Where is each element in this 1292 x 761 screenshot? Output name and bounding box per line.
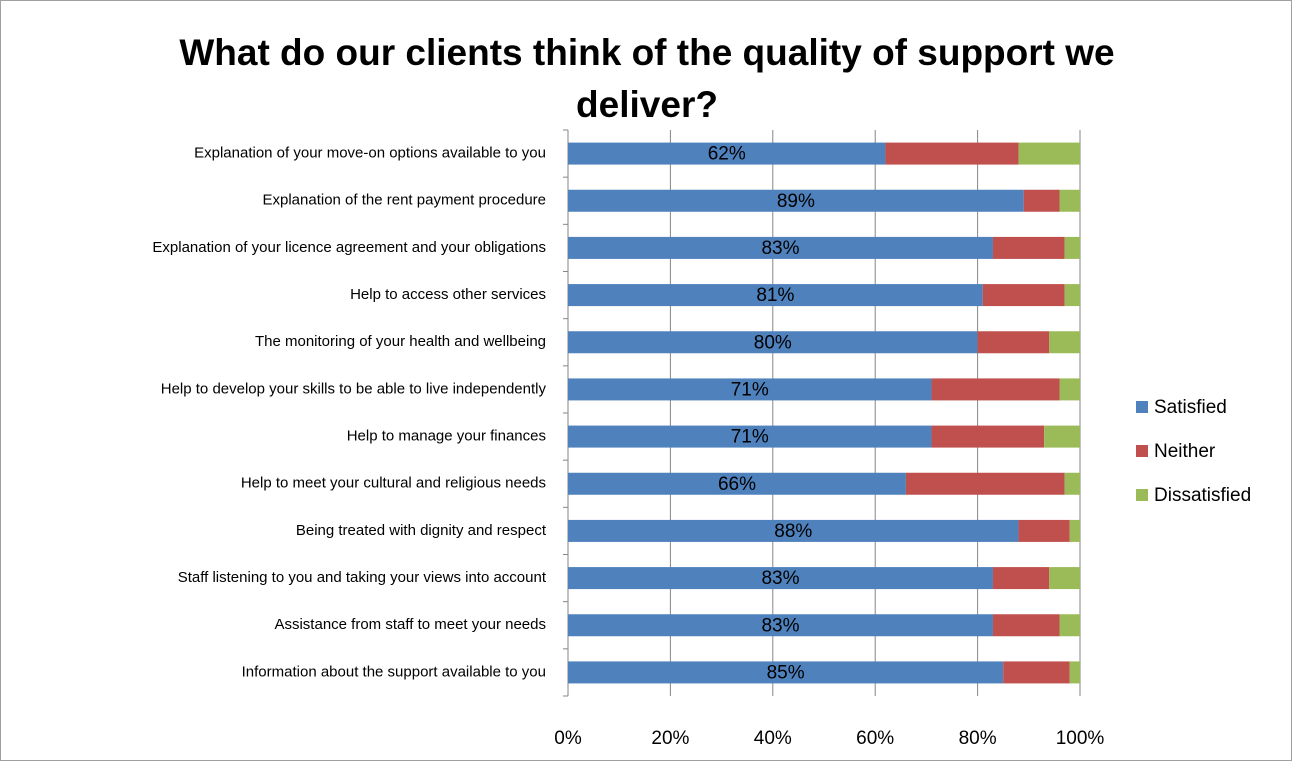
legend-label: Satisfied [1154,397,1227,418]
y-tick-label: Information about the support available … [242,663,546,680]
bar-segment [1044,425,1080,448]
bar-segment [568,142,886,165]
data-label: 66% [718,474,756,495]
bar-segment [568,614,993,637]
bar-segment [1023,189,1060,212]
bar-segment [977,331,1050,354]
bar-segment [1064,472,1080,495]
bar-segment [992,567,1050,590]
bar-segment [1069,661,1080,684]
data-label: 83% [761,238,799,259]
bar-segment [1059,614,1080,637]
bar-segment [992,614,1060,637]
bar-segment [1059,189,1080,212]
bar-segment [1064,236,1080,259]
bar-segment [982,284,1065,307]
bar-segment [1069,519,1080,542]
y-tick-label: Explanation of your licence agreement an… [152,239,546,256]
y-tick-label: The monitoring of your health and wellbe… [255,333,546,350]
y-tick-label: Help to manage your finances [347,428,546,445]
bar-segment [1049,567,1080,590]
y-tick-label: Explanation of the rent payment procedur… [262,192,546,209]
data-label: 71% [731,427,769,448]
legend-label: Dissatisfied [1154,485,1251,506]
y-tick-label: Assistance from staff to meet your needs [274,616,546,633]
y-tick-label: Explanation of your move-on options avai… [194,145,546,162]
data-label: 83% [761,568,799,589]
bar-segment [568,472,906,495]
bar-segment [1003,661,1070,684]
bar-segment [1018,519,1070,542]
y-tick-label: Help to develop your skills to be able t… [161,380,547,397]
x-tick-label: 100% [1056,728,1105,749]
x-tick-label: 0% [554,728,582,749]
x-tick-label: 60% [856,728,894,749]
y-tick-label: Help to access other services [350,286,546,303]
y-tick-label: Help to meet your cultural and religious… [241,475,546,492]
bar-segment [568,284,983,307]
bar-segment [1018,142,1080,165]
chart-title: What do our clients think of the quality… [179,32,1115,125]
legend-label: Neither [1154,441,1216,462]
bar-segment [568,519,1019,542]
data-label: 89% [777,191,815,212]
y-tick-label: Being treated with dignity and respect [296,522,547,539]
bar-segment [568,425,932,448]
data-label: 71% [731,379,769,400]
y-tick-label: Staff listening to you and taking your v… [178,569,547,586]
bar-segment [568,189,1024,212]
x-tick-label: 20% [651,728,689,749]
bar-segment [885,142,1019,165]
bar-segment [568,378,932,401]
data-label: 85% [767,662,805,683]
bar-segment [905,472,1065,495]
data-label: 81% [756,285,794,306]
data-label: 62% [708,144,746,165]
bar-segment [568,236,993,259]
bar-segment [1049,331,1080,354]
bar-segment [992,236,1065,259]
data-label: 80% [754,332,792,353]
bar-segment [931,425,1045,448]
bar-segment [931,378,1060,401]
data-label: 83% [761,615,799,636]
data-label: 88% [774,521,812,542]
bar-segment [568,661,1004,684]
legend-swatch [1136,445,1148,457]
x-tick-label: 80% [959,728,997,749]
bar-segment [1064,284,1080,307]
bar-segment [568,567,993,590]
bar-segment [568,331,978,354]
bar-segment [1059,378,1080,401]
legend-swatch [1136,401,1148,413]
x-tick-label: 40% [754,728,792,749]
legend-swatch [1136,489,1148,501]
